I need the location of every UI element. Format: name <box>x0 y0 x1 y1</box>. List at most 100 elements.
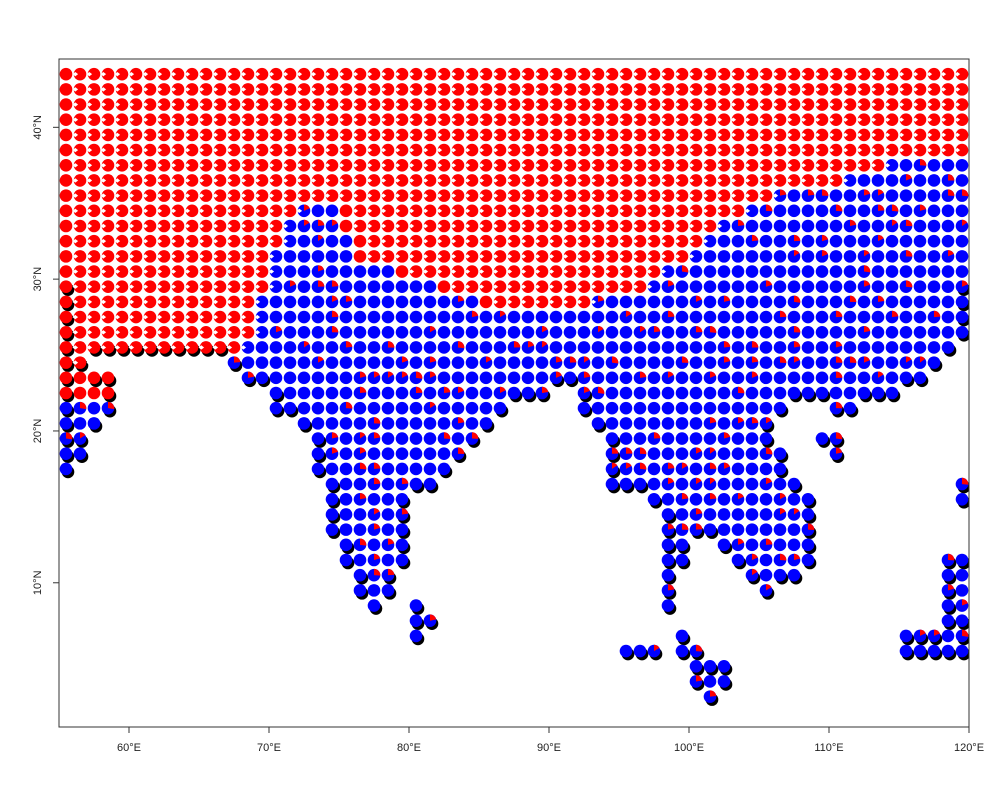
grid-point-1379 <box>787 386 803 403</box>
point-red <box>745 158 759 172</box>
point-blue <box>339 523 353 536</box>
point-red <box>255 189 269 202</box>
star-mark <box>212 299 219 305</box>
star-mark <box>226 269 233 274</box>
star-mark <box>282 87 289 92</box>
grid-point-507 <box>787 174 801 187</box>
grid-point-1400 <box>395 401 409 415</box>
point-red-wedge <box>416 386 423 393</box>
grid-point-607 <box>367 204 381 218</box>
point-blue <box>451 356 465 369</box>
star-mark <box>86 284 93 289</box>
grid-point-1013 <box>591 295 605 309</box>
star-mark <box>632 147 639 153</box>
point-red <box>647 250 661 263</box>
grid-point-1062 <box>367 310 381 324</box>
grid-point-430 <box>619 158 633 172</box>
star-mark <box>86 299 93 305</box>
grid-point-1148 <box>661 325 675 339</box>
grid-point-862 <box>297 265 311 278</box>
grid-point-400 <box>199 158 213 172</box>
grid-point-1540 <box>409 477 425 494</box>
star-mark <box>926 102 933 107</box>
star-mark <box>394 223 401 229</box>
grid-point-405 <box>269 158 283 172</box>
star-mark <box>128 299 135 305</box>
grid-point-1349 <box>339 386 353 400</box>
grid-point-1628 <box>395 553 411 570</box>
star-mark <box>912 71 919 77</box>
point-red-wedge <box>570 356 577 363</box>
grid-point-907 <box>927 265 941 278</box>
star-mark <box>772 193 779 198</box>
point-red <box>675 250 689 263</box>
point-blue <box>745 219 759 233</box>
point-red <box>115 280 129 294</box>
grid-point-200 <box>129 113 143 127</box>
point-red <box>465 280 479 294</box>
point-blue <box>395 447 409 461</box>
point-red-wedge <box>654 644 660 652</box>
star-mark <box>702 223 709 229</box>
star-mark <box>352 223 359 229</box>
grid-point-49 <box>745 67 759 81</box>
grid-point-85 <box>339 83 353 96</box>
point-blue <box>311 371 325 385</box>
point-blue <box>395 432 409 445</box>
star-mark <box>198 132 205 138</box>
grid-point-116 <box>773 83 787 96</box>
grid-point-520 <box>59 189 73 202</box>
star-mark <box>198 314 205 320</box>
star-mark <box>604 147 611 153</box>
grid-point-1114 <box>185 325 199 339</box>
grid-point-109 <box>675 83 689 96</box>
point-blue <box>913 371 927 385</box>
star-mark <box>184 178 191 183</box>
point-red-wedge <box>766 417 772 424</box>
point-red-wedge <box>668 462 675 469</box>
point-red <box>927 83 941 96</box>
point-blue <box>353 584 367 597</box>
point-blue <box>773 280 787 294</box>
point-red <box>213 234 227 248</box>
point-red-wedge <box>752 356 759 363</box>
point-red <box>885 113 899 127</box>
point-blue <box>703 675 717 688</box>
grid-point-308 <box>731 128 745 142</box>
point-red <box>703 143 717 157</box>
point-red-wedge <box>724 462 730 469</box>
point-red <box>339 204 353 218</box>
point-red <box>185 128 199 142</box>
point-blue <box>885 265 899 278</box>
star-mark <box>366 208 373 214</box>
star-mark <box>716 208 723 214</box>
grid-point-459 <box>115 174 129 187</box>
grid-point-409 <box>325 158 339 172</box>
point-red <box>563 250 577 263</box>
point-red <box>549 83 563 96</box>
point-red <box>269 67 283 81</box>
point-red-wedge <box>374 508 380 515</box>
grid-point-335 <box>199 143 213 157</box>
point-red <box>283 174 297 187</box>
grid-point-171 <box>633 98 647 111</box>
point-red <box>619 250 633 263</box>
star-mark <box>842 71 849 77</box>
point-red <box>605 234 619 248</box>
point-blue <box>633 356 647 369</box>
grid-point-1027 <box>787 295 801 309</box>
grid-point-270 <box>199 128 213 142</box>
grid-point-966 <box>843 280 857 294</box>
point-red <box>185 98 199 111</box>
point-red <box>353 250 367 263</box>
grid-point-882 <box>577 265 591 278</box>
star-mark <box>128 132 135 138</box>
point-blue <box>675 386 689 400</box>
point-red <box>521 280 535 294</box>
point-red <box>283 143 297 157</box>
star-mark <box>72 193 79 198</box>
point-red <box>633 83 647 96</box>
point-blue <box>885 341 899 354</box>
grid-point-1495 <box>451 447 467 464</box>
point-red <box>591 98 605 111</box>
